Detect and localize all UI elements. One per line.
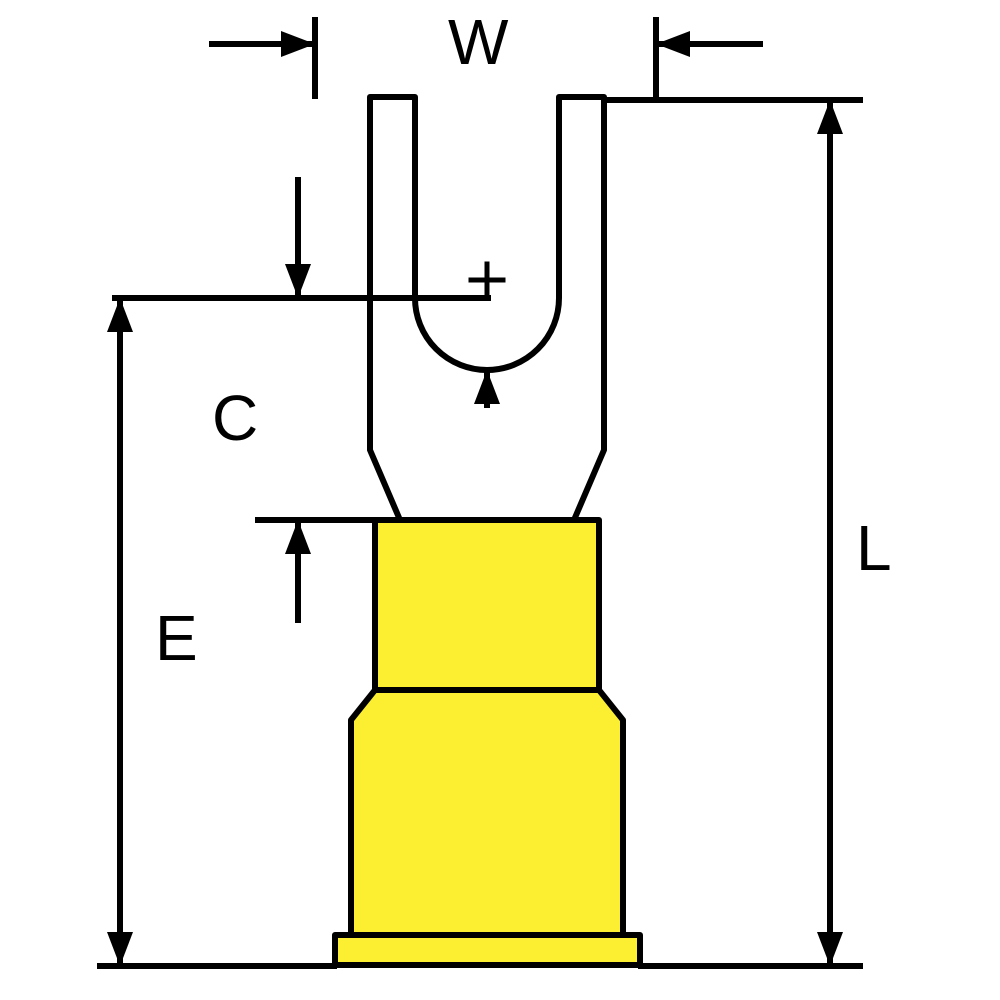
- fork-outline: [370, 97, 604, 520]
- barrel-outline: [335, 520, 640, 965]
- dim-label-L: L: [856, 512, 892, 584]
- dim-label-W: W: [448, 6, 509, 78]
- terminal-dimension-diagram: W L E C: [0, 0, 1000, 1000]
- dim-label-C: C: [212, 382, 258, 454]
- dim-label-E: E: [155, 602, 198, 674]
